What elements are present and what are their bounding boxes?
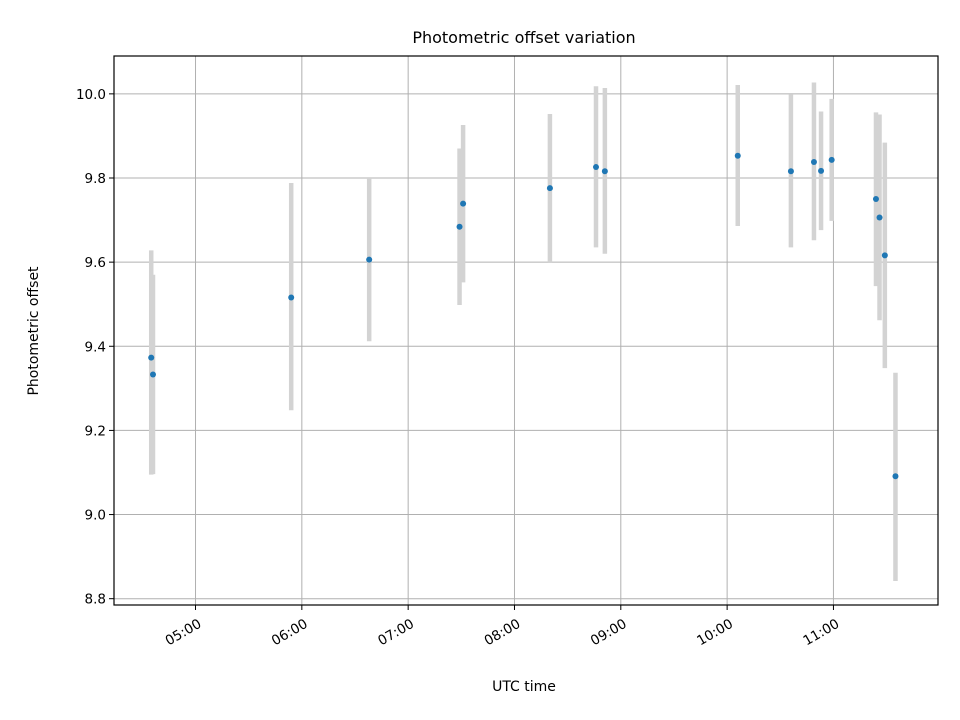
data-point [828,156,835,163]
y-tick-label: 9.0 [85,508,106,524]
plot-frame [113,55,939,606]
grid [114,56,938,605]
data-point [149,371,156,378]
y-tick-label: 10.0 [76,87,106,103]
data-point [881,252,888,259]
y-tick-label: 9.6 [85,255,106,271]
data-point [734,152,741,159]
y-axis-label: Photometric offset [26,266,42,396]
data-point [456,223,463,230]
data-point [546,185,553,192]
data-points [148,152,899,480]
chart-title: Photometric offset variation [412,28,635,47]
y-tick-label: 9.2 [85,423,106,439]
data-point [592,164,599,171]
x-axis-label: UTC time [492,679,556,695]
y-tick-label: 8.8 [85,592,106,608]
data-point [872,196,879,203]
data-point [148,354,155,361]
data-point [818,167,825,174]
data-point [288,294,295,301]
data-point [787,168,794,175]
data-point [601,168,608,175]
data-point [366,256,373,263]
y-tick-label: 9.4 [85,339,106,355]
data-point [876,214,883,221]
data-point [810,159,817,166]
data-point [460,200,467,207]
y-tick-label: 9.8 [85,171,106,187]
data-point [892,473,899,480]
